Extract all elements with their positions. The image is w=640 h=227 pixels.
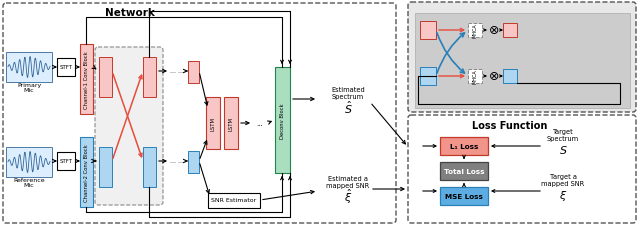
Text: MHCA: MHCA [472,69,477,84]
Bar [99,58,112,98]
Bar [57,152,75,170]
Bar [415,14,630,109]
Bar [188,62,199,84]
Text: $\hat{\xi}$: $\hat{\xi}$ [344,187,352,205]
Bar [6,53,52,83]
Bar [80,137,93,207]
Text: Total Loss: Total Loss [444,168,484,174]
Text: $\hat{S}$: $\hat{S}$ [344,99,353,116]
Text: Estimated
Spectrum: Estimated Spectrum [331,87,365,100]
Bar [420,22,436,40]
Text: ... ...: ... ... [170,69,184,74]
Text: $\otimes$: $\otimes$ [488,70,500,83]
FancyBboxPatch shape [95,48,163,205]
Text: Loss Function: Loss Function [472,121,548,131]
Text: Estimated a
mapped SNR: Estimated a mapped SNR [326,176,370,189]
Bar [6,147,52,177]
Text: $\otimes$: $\otimes$ [488,24,500,37]
Bar [143,147,156,187]
Bar [224,98,238,149]
Bar [80,45,93,114]
Text: Channel-1 Conv Block: Channel-1 Conv Block [83,51,88,109]
Text: ... ...: ... ... [170,159,184,164]
Text: ...: ... [257,121,264,126]
Text: Target
Spectrum: Target Spectrum [547,129,579,142]
Bar [57,59,75,77]
Bar [420,68,436,86]
Text: $\xi$: $\xi$ [559,188,567,202]
Bar [206,98,220,149]
Text: L₁ Loss: L₁ Loss [450,143,478,149]
Bar [275,68,290,173]
Text: SNR Estimator: SNR Estimator [211,198,257,203]
Bar [468,70,482,84]
Bar [208,193,260,208]
Text: LSTM: LSTM [211,116,216,131]
FancyBboxPatch shape [408,3,636,113]
Bar [440,187,488,205]
Text: STFT: STFT [60,159,72,164]
Bar [503,70,517,84]
Text: Target a
mapped SNR: Target a mapped SNR [541,174,584,187]
Text: LSTM: LSTM [228,116,234,131]
Text: Channel-2 Conv Block: Channel-2 Conv Block [83,143,88,201]
Text: STFT: STFT [60,65,72,70]
Text: Reference
Mic: Reference Mic [13,177,45,188]
Text: Deconv Block: Deconv Block [280,103,285,138]
Text: MSE Loss: MSE Loss [445,193,483,199]
Bar [440,137,488,155]
Bar [188,151,199,173]
Bar [440,162,488,180]
Text: Network: Network [105,8,155,18]
Text: MHCA: MHCA [472,24,477,38]
Bar [143,58,156,98]
Bar [468,24,482,38]
Text: $S$: $S$ [559,143,567,155]
Text: Primary
Mic: Primary Mic [17,82,41,93]
Bar [99,147,112,187]
Bar [503,24,517,38]
